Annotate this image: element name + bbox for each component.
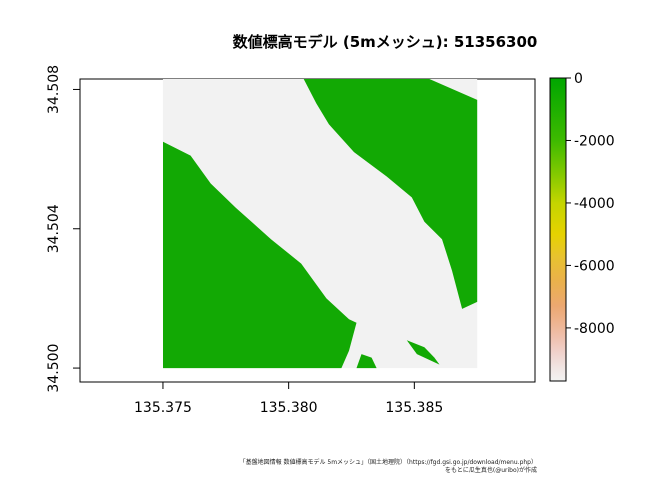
colorbar-tick-label: 0 [574, 71, 583, 87]
land-region-2 [163, 141, 357, 369]
land-region-1 [303, 79, 478, 309]
colorbar-legend: 0 -2000 -4000 -6000 -8000 [549, 71, 615, 382]
x-tick-label: 135.380 [260, 400, 318, 416]
land-region-3 [356, 354, 377, 369]
y-tick-label: 34.504 [46, 204, 62, 253]
land-layer [163, 79, 478, 369]
x-tick-label: 135.385 [385, 400, 443, 416]
colorbar-ticks: 0 -2000 -4000 -6000 -8000 [566, 71, 615, 337]
y-axis: 34.500 34.504 34.508 [46, 65, 81, 393]
x-axis: 135.375 135.380 135.385 [134, 381, 443, 416]
attribution-note: 「基盤地図情報 数値標高モデル 5mメッシュ」（国土地理院）（https://f… [240, 459, 537, 475]
colorbar-tick-label: -4000 [574, 196, 615, 212]
colorbar-tick-label: -8000 [574, 321, 615, 337]
y-tick-label: 34.508 [46, 65, 62, 114]
x-tick-label: 135.375 [134, 400, 192, 416]
colorbar-tick-label: -2000 [574, 133, 615, 149]
y-tick-label: 34.500 [46, 344, 62, 393]
plot-area [79, 78, 536, 383]
land-region-4 [406, 340, 440, 365]
attribution-line-1: 「基盤地図情報 数値標高モデル 5mメッシュ」（国土地理院）（https://f… [239, 459, 537, 466]
colorbar-gradient [549, 77, 567, 382]
chart-title: 数値標高モデル (5mメッシュ): 51356300 [233, 33, 538, 51]
attribution-line-2: をもとに瓜生真也(@uribo)が作成 [445, 467, 537, 474]
colorbar-tick-label: -6000 [574, 258, 615, 274]
